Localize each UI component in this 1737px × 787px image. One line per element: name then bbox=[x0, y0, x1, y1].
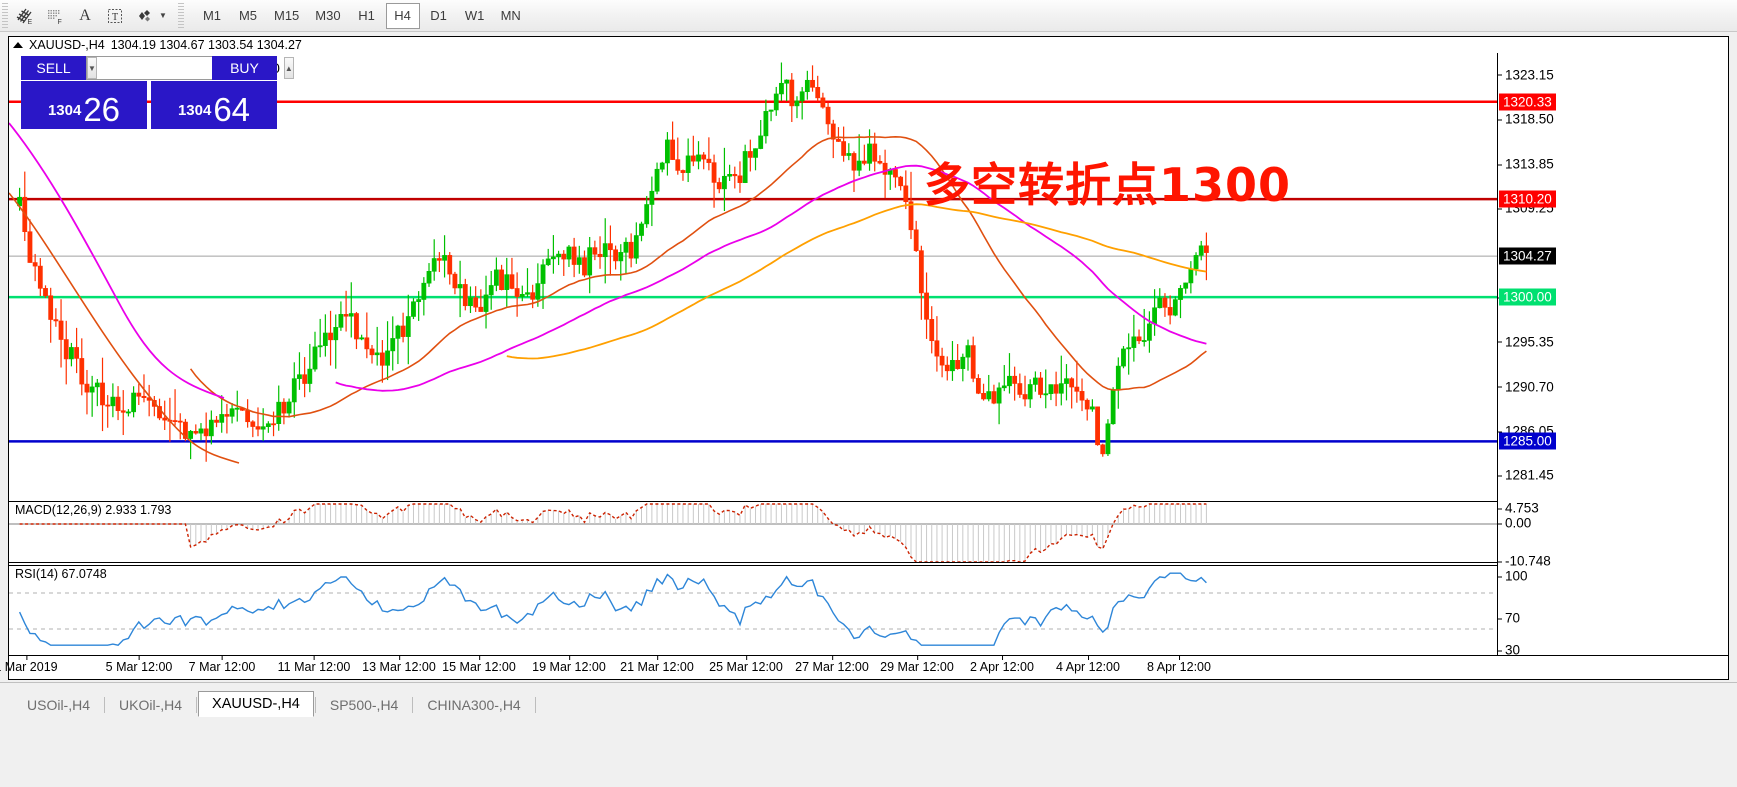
sell-price-pips: 26 bbox=[83, 91, 121, 128]
chart-ohlc-values: 1304.19 1304.67 1303.54 1304.27 bbox=[110, 38, 302, 52]
price-tick: 1290.70 bbox=[1498, 379, 1554, 394]
price-chart-canvas bbox=[9, 62, 1497, 464]
macd-label: MACD(12,26,9) 2.933 1.793 bbox=[13, 503, 174, 517]
text-box-glyph: T bbox=[108, 8, 122, 23]
one-click-trading-panel: SELL ▼ ▲ BUY 1304 26 1304 64 bbox=[21, 56, 294, 129]
buy-price-prefix: 1304 bbox=[177, 102, 212, 119]
tab-separator bbox=[196, 697, 198, 713]
time-tick: 5 Mar 12:00 bbox=[105, 656, 173, 674]
svg-text:F: F bbox=[58, 19, 62, 26]
time-tick: 2 Apr 12:00 bbox=[970, 656, 1034, 674]
chart-tabbar: USOil-,H4 UKOil-,H4 XAUUSD-,H4 SP500-,H4 CHI… bbox=[0, 682, 1737, 787]
chart-titlebar: XAUUSD-,H4 1304.19 1304.67 1303.54 1304.… bbox=[9, 37, 1728, 53]
drawing-objects-icon[interactable] bbox=[130, 2, 160, 30]
time-tick: 19 Mar 12:00 bbox=[532, 656, 606, 674]
trade-panel-controls-row: SELL ▼ ▲ BUY bbox=[21, 56, 294, 80]
time-tick: 13 Mar 12:00 bbox=[362, 656, 436, 674]
time-tick: 7 Mar 12:00 bbox=[188, 656, 256, 674]
chart-restore-icon[interactable] bbox=[13, 42, 23, 48]
rsi-tick-70: 70 bbox=[1498, 611, 1520, 626]
chart-window: XAUUSD-,H4 1304.19 1304.67 1303.54 1304.… bbox=[8, 36, 1729, 658]
macd-tick-max: 4.753 bbox=[1498, 501, 1539, 516]
time-tick: 29 Mar 12:00 bbox=[880, 656, 954, 674]
price-tag-1300-00: 1300.00 bbox=[1499, 288, 1556, 306]
expert-advisors-icon[interactable]: E bbox=[10, 2, 40, 30]
timeframe-w1[interactable]: W1 bbox=[464, 8, 485, 23]
time-tick: 11 Mar 12:00 bbox=[277, 656, 351, 674]
tab-separator bbox=[314, 697, 316, 713]
time-tick: 4 Apr 12:00 bbox=[1056, 656, 1120, 674]
price-tag-1285-00: 1285.00 bbox=[1499, 432, 1556, 450]
macd-canvas bbox=[9, 503, 1497, 562]
chart-tab-ukoilh4[interactable]: UKOil-,H4 bbox=[119, 697, 183, 713]
trade-panel-price-row: 1304 26 1304 64 bbox=[21, 81, 277, 129]
buy-button[interactable]: BUY bbox=[212, 56, 277, 80]
buy-price-pips: 64 bbox=[213, 91, 251, 128]
expert-advisors-glyph: E bbox=[16, 8, 33, 26]
volume-increment-icon[interactable]: ▲ bbox=[283, 57, 294, 79]
sell-button[interactable]: SELL bbox=[21, 56, 86, 80]
price-tag-1320-33: 1320.33 bbox=[1499, 93, 1556, 111]
sell-price-button[interactable]: 1304 26 bbox=[21, 81, 147, 129]
timeframe-m5[interactable]: M5 bbox=[238, 8, 258, 23]
rsi-pane[interactable]: RSI(14) 67.0748 bbox=[9, 565, 1497, 655]
time-axis[interactable]: 1 Mar 2019 5 Mar 12:00 7 Mar 12:00 11 Mar 1… bbox=[0, 656, 1729, 680]
tab-separator bbox=[534, 697, 536, 713]
timeframe-group: M1 M5 M15 M30 H1 H4 D1 W1 MN bbox=[194, 2, 529, 29]
toolbar-grip[interactable] bbox=[2, 2, 8, 29]
price-tick: 1318.50 bbox=[1498, 112, 1554, 127]
rsi-label: RSI(14) 67.0748 bbox=[13, 567, 109, 581]
custom-indicators-icon[interactable]: F bbox=[40, 2, 70, 30]
timeframe-h1[interactable]: H1 bbox=[358, 8, 375, 23]
rsi-tick-30: 30 bbox=[1498, 643, 1520, 658]
chart-annotation-text: 多空转折点1300 bbox=[924, 158, 1292, 212]
rsi-tick-100: 100 bbox=[1498, 569, 1528, 584]
timeframe-m15[interactable]: M15 bbox=[274, 8, 300, 23]
macd-tick-zero: 0.00 bbox=[1498, 516, 1531, 531]
chart-symbol-label: XAUUSD-,H4 bbox=[29, 38, 105, 52]
text-box-icon[interactable]: T bbox=[100, 2, 130, 30]
time-tick: 27 Mar 12:00 bbox=[795, 656, 869, 674]
svg-text:E: E bbox=[28, 19, 33, 26]
macd-pane[interactable]: MACD(12,26,9) 2.933 1.793 bbox=[9, 501, 1497, 563]
macd-tick-min: -10.748 bbox=[1498, 554, 1551, 569]
price-tag-1304-27: 1304.27 bbox=[1499, 247, 1556, 265]
timeframe-d1[interactable]: D1 bbox=[430, 8, 447, 23]
price-tick: 1313.85 bbox=[1498, 157, 1554, 172]
time-tick: 25 Mar 12:00 bbox=[709, 656, 783, 674]
time-tick: 21 Mar 12:00 bbox=[620, 656, 694, 674]
timeframe-mn[interactable]: MN bbox=[500, 8, 521, 23]
timeframe-toolbar-grip[interactable] bbox=[178, 2, 184, 29]
price-tag-1310-20: 1310.20 bbox=[1499, 190, 1556, 208]
time-tick: 1 Mar 2019 bbox=[0, 656, 58, 674]
svg-text:T: T bbox=[112, 12, 118, 23]
time-tick: 15 Mar 12:00 bbox=[442, 656, 516, 674]
price-axis[interactable]: 1323.151318.501313.851309.251300.001295.… bbox=[1497, 53, 1728, 658]
volume-decrement-icon[interactable]: ▼ bbox=[87, 57, 97, 79]
timeframe-m30[interactable]: M30 bbox=[315, 8, 341, 23]
rsi-canvas bbox=[9, 572, 1497, 646]
price-tick: 1281.45 bbox=[1498, 468, 1554, 483]
chart-tab-xauusdh4[interactable]: XAUUSD-,H4 bbox=[198, 691, 314, 717]
timeframe-m1[interactable]: M1 bbox=[202, 8, 222, 23]
price-tick: 1295.35 bbox=[1498, 334, 1554, 349]
chart-tabs: USOil-,H4 UKOil-,H4 XAUUSD-,H4 SP500-,H4 CHI… bbox=[14, 691, 537, 717]
timeframe-h4[interactable]: H4 bbox=[385, 2, 420, 29]
chart-tab-usoilh4[interactable]: USOil-,H4 bbox=[27, 697, 91, 713]
volume-stepper[interactable]: ▼ ▲ bbox=[86, 56, 294, 80]
sell-price-prefix: 1304 bbox=[47, 102, 82, 119]
text-label-icon[interactable]: A bbox=[79, 6, 91, 24]
main-toolbar: E F A bbox=[0, 0, 1737, 32]
objects-glyph bbox=[139, 9, 150, 21]
objects-dropdown-caret[interactable]: ▼ bbox=[159, 11, 167, 20]
price-tick: 1323.15 bbox=[1498, 67, 1554, 82]
tab-separator bbox=[412, 697, 414, 713]
chart-tab-sp500h4[interactable]: SP500-,H4 bbox=[329, 697, 399, 713]
tab-separator bbox=[104, 697, 106, 713]
indicator-grid-glyph: F bbox=[48, 9, 62, 26]
buy-price-button[interactable]: 1304 64 bbox=[151, 81, 277, 129]
time-tick: 8 Apr 12:00 bbox=[1147, 656, 1211, 674]
chart-tab-china300h4[interactable]: CHINA300-,H4 bbox=[427, 697, 521, 713]
